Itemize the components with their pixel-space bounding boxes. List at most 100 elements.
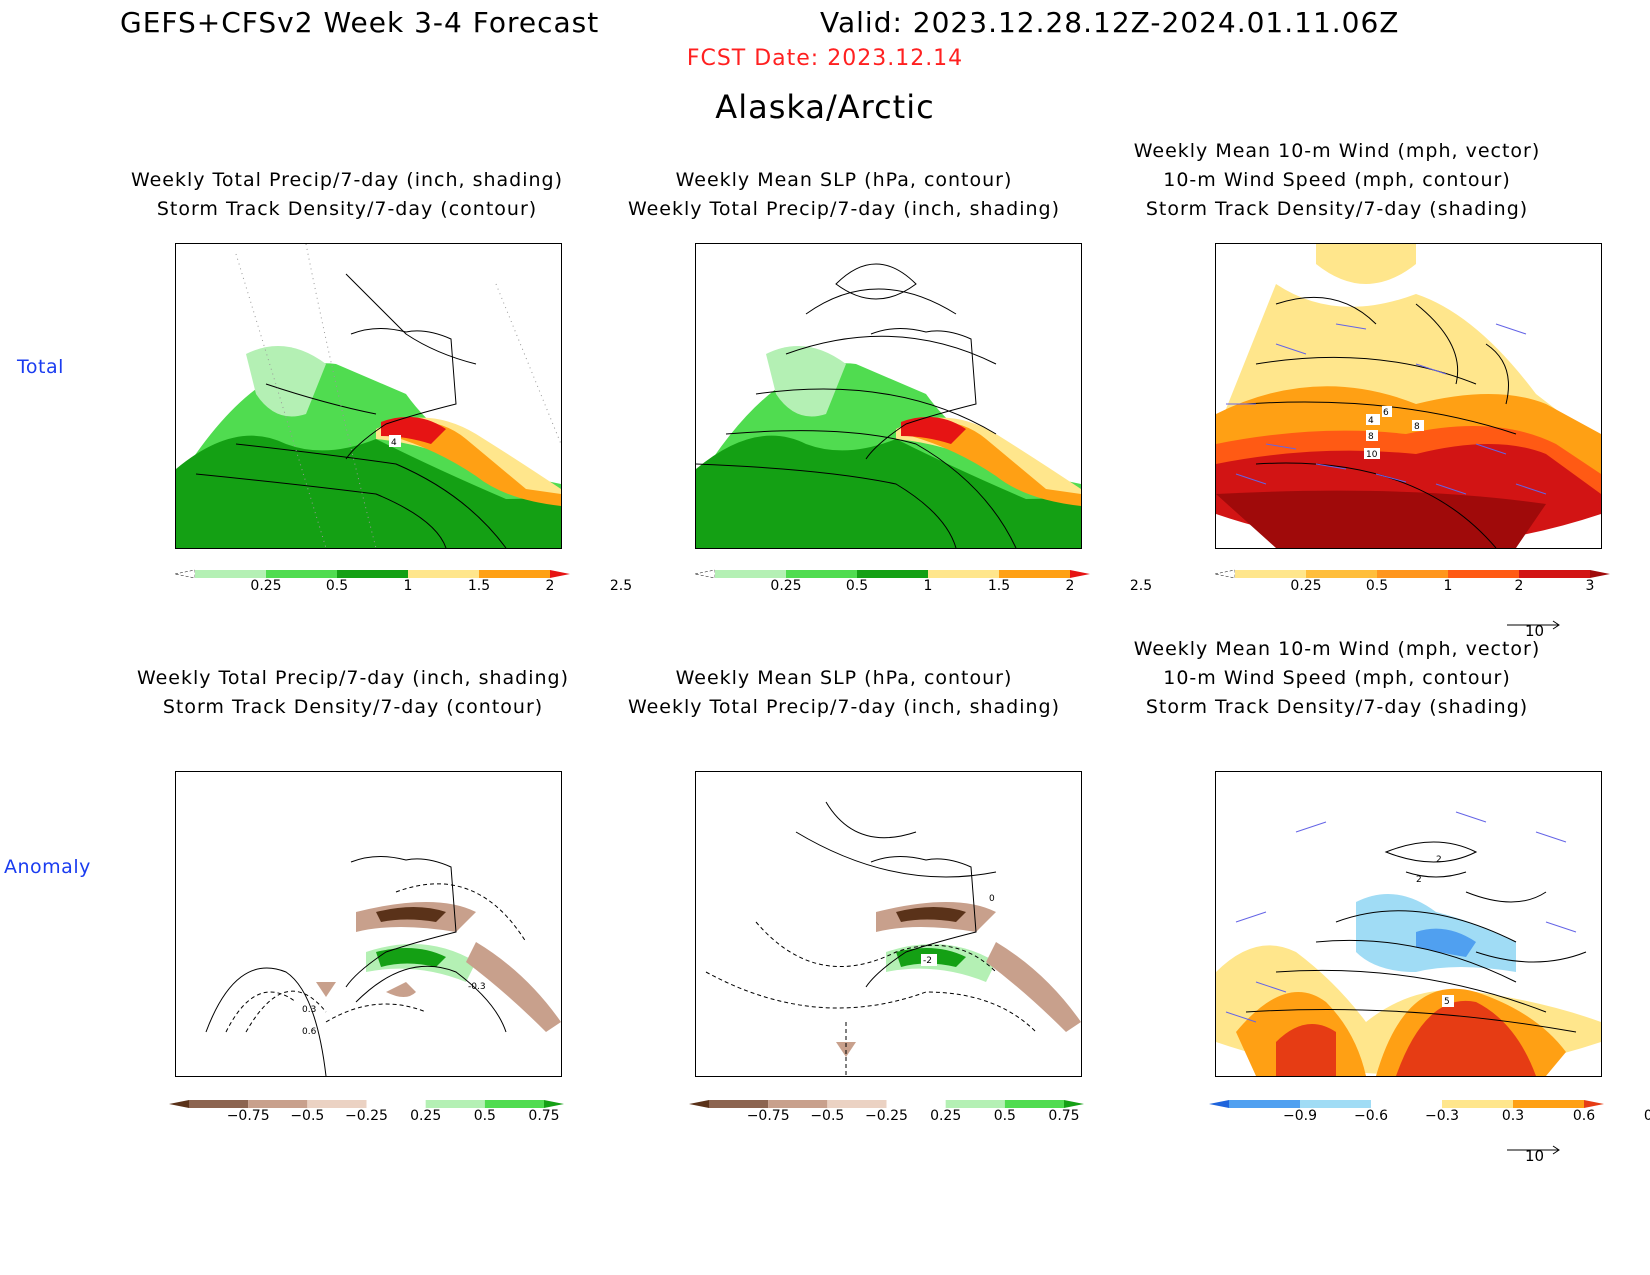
- title-line: Storm Track Density/7-day (contour): [162, 696, 544, 718]
- colorbar-swatch: [266, 570, 337, 578]
- colorbar-tick-label: −0.9: [1283, 1108, 1317, 1124]
- main-title: GEFS+CFSv2 Week 3-4 Forecast Valid: 2023…: [120, 6, 1540, 39]
- colorbar-swatch: [248, 1100, 308, 1108]
- row-label-anomaly: Anomaly: [4, 856, 91, 878]
- colorbar-tick-label: 0.25: [250, 578, 282, 594]
- title-line: Weekly Mean SLP (hPa, contour): [675, 169, 1013, 191]
- title-line: Weekly Total Precip/7-day (inch, shading…: [136, 667, 570, 689]
- title-line: Weekly Total Precip/7-day (inch, shading…: [627, 696, 1061, 718]
- colorbar-total-slp: 0.25 0.5 1 1.5 2 2.5: [694, 566, 1152, 594]
- wind-reference-top: 10: [1505, 616, 1565, 640]
- colorbar-swatch: [999, 570, 1070, 578]
- colorbar-tick-label: −0.5: [290, 1108, 325, 1124]
- colorbar-tick-label: −0.75: [746, 1108, 790, 1124]
- colorbar-swatch: [715, 570, 786, 578]
- colorbar-swatch: [1004, 1100, 1064, 1108]
- colorbar-end-left: [174, 569, 196, 579]
- colorbar-tick-label: 2.5: [609, 578, 633, 594]
- map-anom-precip: 0.3 0.6 -0.3: [175, 771, 562, 1077]
- wind-reference-label: 10: [1525, 1147, 1545, 1165]
- colorbar-tick-label: −0.75: [226, 1108, 270, 1124]
- colorbar-swatch: [827, 1100, 887, 1108]
- colorbar-tick-label: 1: [923, 578, 933, 594]
- contour-label: 0.6: [302, 1027, 317, 1037]
- colorbar-swatch: [786, 570, 857, 578]
- contour-label: 0.3: [302, 1005, 316, 1015]
- contour-label: 8: [1368, 432, 1374, 442]
- colorbar-tick-label: 0.25: [770, 578, 802, 594]
- arrow-icon: [1507, 1145, 1560, 1155]
- colorbar-swatch: [366, 1100, 426, 1108]
- colorbar-tick-label: 0.5: [845, 578, 869, 594]
- contour-label-bg: [1366, 430, 1378, 441]
- contour-label: 4: [1368, 416, 1374, 426]
- colorbar-swatches: [1214, 569, 1610, 579]
- colorbar-swatch: [337, 570, 408, 578]
- colorbar-swatch: [408, 570, 479, 578]
- contour-label: 5: [1444, 997, 1450, 1007]
- colorbar-swatch: [195, 570, 266, 578]
- colorbar-swatches: [169, 1100, 564, 1108]
- region-title: Alaska/Arctic: [715, 88, 935, 126]
- title-total-slp: Weekly Mean SLP (hPa, contour) Weekly To…: [594, 166, 1094, 224]
- colorbar-end-left: [689, 1100, 709, 1108]
- contour-label-bg: [1382, 406, 1392, 417]
- title-line: Weekly Mean 10-m Wind (mph, vector): [1133, 638, 1541, 660]
- colorbar-end-left: [1209, 1100, 1229, 1108]
- map-total-slp: [695, 243, 1082, 549]
- title-anom-wind: Weekly Mean 10-m Wind (mph, vector) 10-m…: [1102, 635, 1572, 722]
- colorbar-tick-label: 1.5: [987, 578, 1011, 594]
- map-anom-slp: -2 0: [695, 771, 1082, 1077]
- colorbar-swatch: [1442, 1100, 1513, 1108]
- contour-label: -2: [923, 956, 932, 966]
- contour-label-bg: [1442, 995, 1454, 1007]
- contour-label: 2: [1436, 855, 1442, 865]
- colorbar-tick-label: 2: [545, 578, 555, 594]
- contour-label-bg: [1364, 448, 1380, 459]
- colorbar-tick-label: −0.3: [1425, 1108, 1459, 1124]
- map-total-precip: 4: [175, 243, 562, 549]
- colorbar-anom-precip: −0.75 −0.5 −0.25 0.25 0.5 0.75: [169, 1096, 564, 1124]
- colorbar-tick-label: −0.25: [345, 1108, 388, 1124]
- colorbar-swatch: [479, 570, 550, 578]
- title-line: Weekly Total Precip/7-day (inch, shading…: [130, 169, 564, 191]
- colorbar-tick-label: −0.6: [1354, 1108, 1388, 1124]
- title-line: Weekly Mean 10-m Wind (mph, vector): [1133, 140, 1541, 162]
- colorbar-tick-label: 0.5: [325, 578, 349, 594]
- colorbar-tick-label: 0.75: [1048, 1108, 1080, 1124]
- title-line: 10-m Wind Speed (mph, contour): [1163, 169, 1511, 191]
- title-line: Weekly Total Precip/7-day (inch, shading…: [627, 198, 1061, 220]
- contour-label-bg: [1366, 414, 1380, 425]
- forecast-title: GEFS+CFSv2 Week 3-4 Forecast: [120, 6, 600, 39]
- colorbar-tick-label: 0.6: [1572, 1108, 1596, 1124]
- contour-label-bg: [1412, 420, 1424, 431]
- contour-label: 6: [1383, 408, 1389, 418]
- colorbar-tick-label: 0.25: [410, 1108, 442, 1124]
- title-line: Storm Track Density/7-day (shading): [1145, 198, 1529, 220]
- map-total-wind: 4 6 8 8 10: [1215, 243, 1602, 549]
- colorbar-swatch: [189, 1100, 249, 1108]
- colorbar-tick-label: 0.9: [1643, 1108, 1650, 1124]
- colorbar-anom-slp: −0.75 −0.5 −0.25 0.25 0.5 0.75: [689, 1096, 1084, 1124]
- colorbar-total-wind: 0.250.51234: [1214, 566, 1610, 594]
- colorbar-swatch: [1229, 1100, 1300, 1108]
- wind-reference-bottom: 10: [1505, 1141, 1565, 1165]
- colorbar-swatches: [1209, 1100, 1604, 1108]
- colorbar-swatch: [425, 1100, 485, 1108]
- arrow-icon: [1507, 620, 1560, 630]
- colorbar-swatch: [1235, 570, 1306, 578]
- colorbar-end-right: [550, 570, 570, 578]
- colorbar-swatch: [1306, 570, 1377, 578]
- colorbar-tick-label: 0.3: [1501, 1108, 1525, 1124]
- colorbar-swatches: [694, 569, 1090, 579]
- colorbar-total-precip: 0.25 0.5 1 1.5 2 2.5: [174, 566, 632, 594]
- row-label-total: Total: [17, 356, 64, 378]
- colorbar-end-right: [1070, 570, 1090, 578]
- colorbar-tick-label: 0.5: [473, 1108, 496, 1124]
- colorbar-swatch: [768, 1100, 828, 1108]
- colorbar-swatches: [174, 569, 570, 579]
- colorbar-tick-label: 1: [403, 578, 413, 594]
- colorbar-tick-label: 3: [1585, 578, 1595, 594]
- colorbar-end-left: [169, 1100, 189, 1108]
- colorbar-tick-label: 2: [1514, 578, 1524, 594]
